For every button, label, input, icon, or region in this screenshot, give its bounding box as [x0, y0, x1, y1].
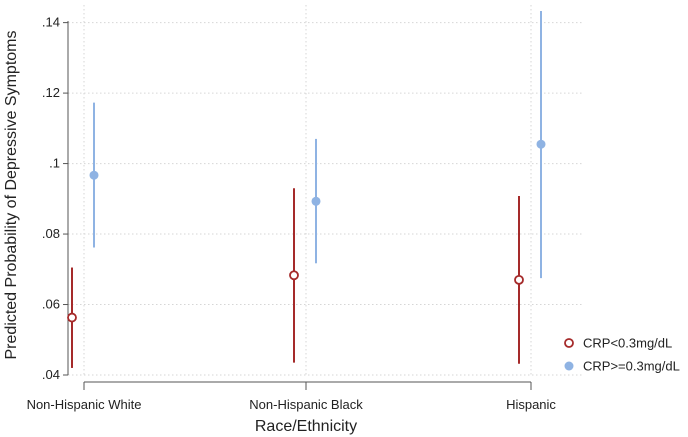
y-tick-label: .08	[42, 226, 60, 241]
y-tick-label: .1	[49, 156, 60, 171]
y-axis-title: Predicted Probability of Depressive Symp…	[3, 30, 20, 359]
legend-marker	[564, 361, 574, 371]
point-marker	[67, 312, 77, 323]
point-marker	[536, 139, 546, 149]
x-axis-title: Race/Ethnicity	[255, 418, 357, 435]
point-marker	[514, 274, 524, 285]
point-marker	[289, 270, 299, 281]
legend-label: CRP>=0.3mg/dL	[583, 359, 680, 374]
point-marker	[311, 196, 321, 206]
y-tick-label: .06	[42, 297, 60, 312]
axes: .04 .06 .08 .1 .12 .14 Non-Hispanic White Non-H…	[27, 15, 557, 412]
legend-marker	[564, 338, 574, 348]
x-tick-label: Hispanic	[506, 397, 556, 412]
point-estimates	[67, 139, 546, 323]
y-tick-label: .14	[42, 15, 60, 30]
y-tick-label: .04	[42, 367, 60, 382]
legend: CRP<0.3mg/dL CRP>=0.3mg/dL	[564, 336, 680, 374]
legend-label: CRP<0.3mg/dL	[583, 336, 672, 351]
y-tick-label: .12	[42, 85, 60, 100]
x-tick-label: Non-Hispanic Black	[249, 397, 363, 412]
point-marker	[89, 170, 99, 180]
x-tick-label: Non-Hispanic White	[27, 397, 142, 412]
gridlines	[68, 5, 582, 376]
